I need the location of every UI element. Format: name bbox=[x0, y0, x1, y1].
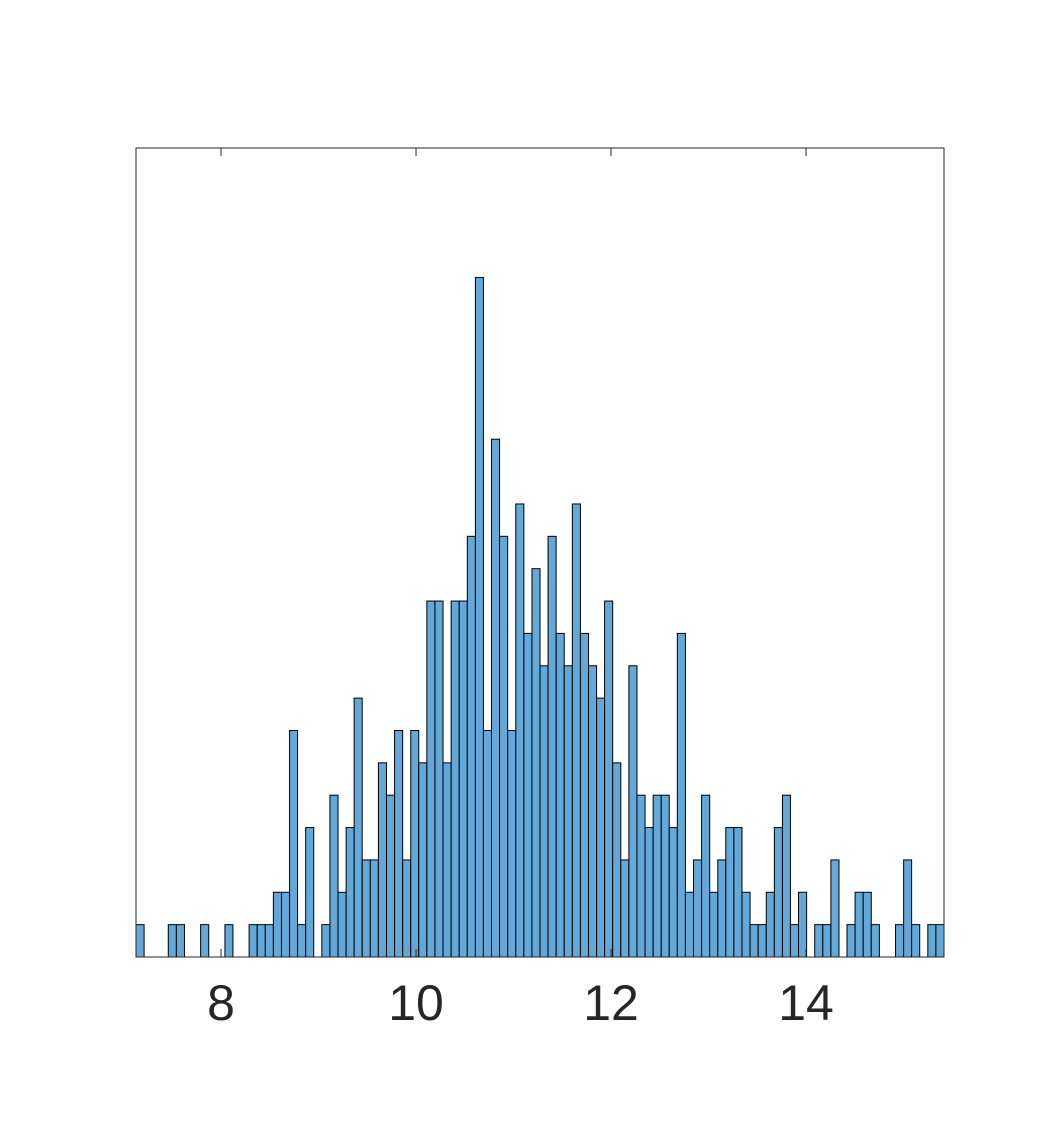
bar bbox=[418, 762, 428, 958]
bar bbox=[256, 924, 266, 958]
x-tick-label: 10 bbox=[388, 975, 444, 1031]
bar bbox=[652, 794, 662, 958]
bar bbox=[830, 859, 840, 958]
bar bbox=[757, 924, 767, 958]
x-tick-label: 14 bbox=[778, 975, 834, 1031]
bar bbox=[539, 665, 549, 958]
bar bbox=[329, 794, 339, 958]
bar bbox=[369, 859, 379, 958]
bar bbox=[337, 891, 347, 958]
bar bbox=[749, 924, 759, 958]
bar bbox=[781, 794, 791, 958]
bar bbox=[442, 762, 452, 958]
bar bbox=[935, 924, 945, 958]
x-tick-label: 8 bbox=[207, 975, 235, 1031]
bar bbox=[361, 859, 371, 958]
bar bbox=[499, 535, 509, 958]
bar bbox=[555, 632, 565, 958]
bar bbox=[668, 827, 678, 958]
bar bbox=[684, 891, 695, 958]
bar bbox=[741, 891, 751, 958]
bar bbox=[571, 503, 581, 958]
bar bbox=[676, 632, 686, 958]
bar bbox=[822, 924, 832, 958]
bar bbox=[725, 827, 735, 958]
bar bbox=[531, 568, 541, 958]
bar bbox=[167, 924, 177, 958]
bar bbox=[280, 891, 291, 958]
axes-box bbox=[135, 147, 945, 958]
bar bbox=[466, 535, 476, 958]
x-tick-label: 12 bbox=[583, 975, 639, 1031]
bar bbox=[402, 859, 412, 958]
bar bbox=[862, 891, 872, 958]
bar bbox=[620, 859, 630, 958]
bar bbox=[135, 924, 145, 958]
bar bbox=[870, 924, 880, 958]
bar bbox=[765, 891, 775, 958]
bar bbox=[773, 827, 783, 958]
bar bbox=[289, 729, 299, 958]
bar bbox=[410, 729, 420, 958]
bar bbox=[547, 535, 557, 958]
bar bbox=[798, 891, 808, 958]
bar bbox=[345, 827, 355, 958]
bar bbox=[353, 697, 363, 958]
bar bbox=[523, 632, 533, 958]
bar bbox=[482, 729, 492, 958]
bar bbox=[305, 827, 315, 958]
bar bbox=[846, 924, 856, 958]
bar bbox=[297, 924, 307, 958]
bar bbox=[644, 827, 654, 958]
bar bbox=[660, 794, 670, 958]
bar bbox=[612, 762, 622, 958]
bar bbox=[450, 600, 460, 958]
bar bbox=[385, 794, 396, 958]
bar bbox=[248, 924, 258, 958]
bar bbox=[563, 665, 573, 958]
bar bbox=[394, 729, 404, 958]
bar bbox=[628, 665, 638, 958]
bar bbox=[604, 600, 614, 958]
bar bbox=[903, 859, 913, 958]
bar bbox=[515, 503, 525, 958]
bar bbox=[733, 827, 743, 958]
bar bbox=[264, 924, 274, 958]
bar bbox=[507, 729, 517, 958]
bar bbox=[579, 632, 590, 958]
bar bbox=[709, 891, 719, 958]
bar bbox=[596, 697, 606, 958]
bar bbox=[272, 891, 282, 958]
bar bbox=[693, 859, 703, 958]
bar bbox=[789, 924, 800, 958]
bar bbox=[474, 276, 484, 958]
bar bbox=[717, 859, 727, 958]
bar bbox=[434, 600, 444, 958]
bar bbox=[175, 924, 185, 958]
bar bbox=[490, 438, 501, 958]
bar bbox=[854, 891, 864, 958]
bar bbox=[588, 665, 598, 958]
bar bbox=[814, 924, 824, 958]
bar bbox=[200, 924, 210, 958]
bar bbox=[701, 794, 711, 958]
bar bbox=[458, 600, 468, 958]
bar bbox=[224, 924, 234, 958]
bar bbox=[911, 924, 921, 958]
bar bbox=[321, 924, 331, 958]
bar bbox=[895, 924, 905, 958]
bar bbox=[377, 762, 387, 958]
bar bbox=[426, 600, 436, 958]
bar bbox=[927, 924, 937, 958]
bar bbox=[636, 794, 646, 958]
